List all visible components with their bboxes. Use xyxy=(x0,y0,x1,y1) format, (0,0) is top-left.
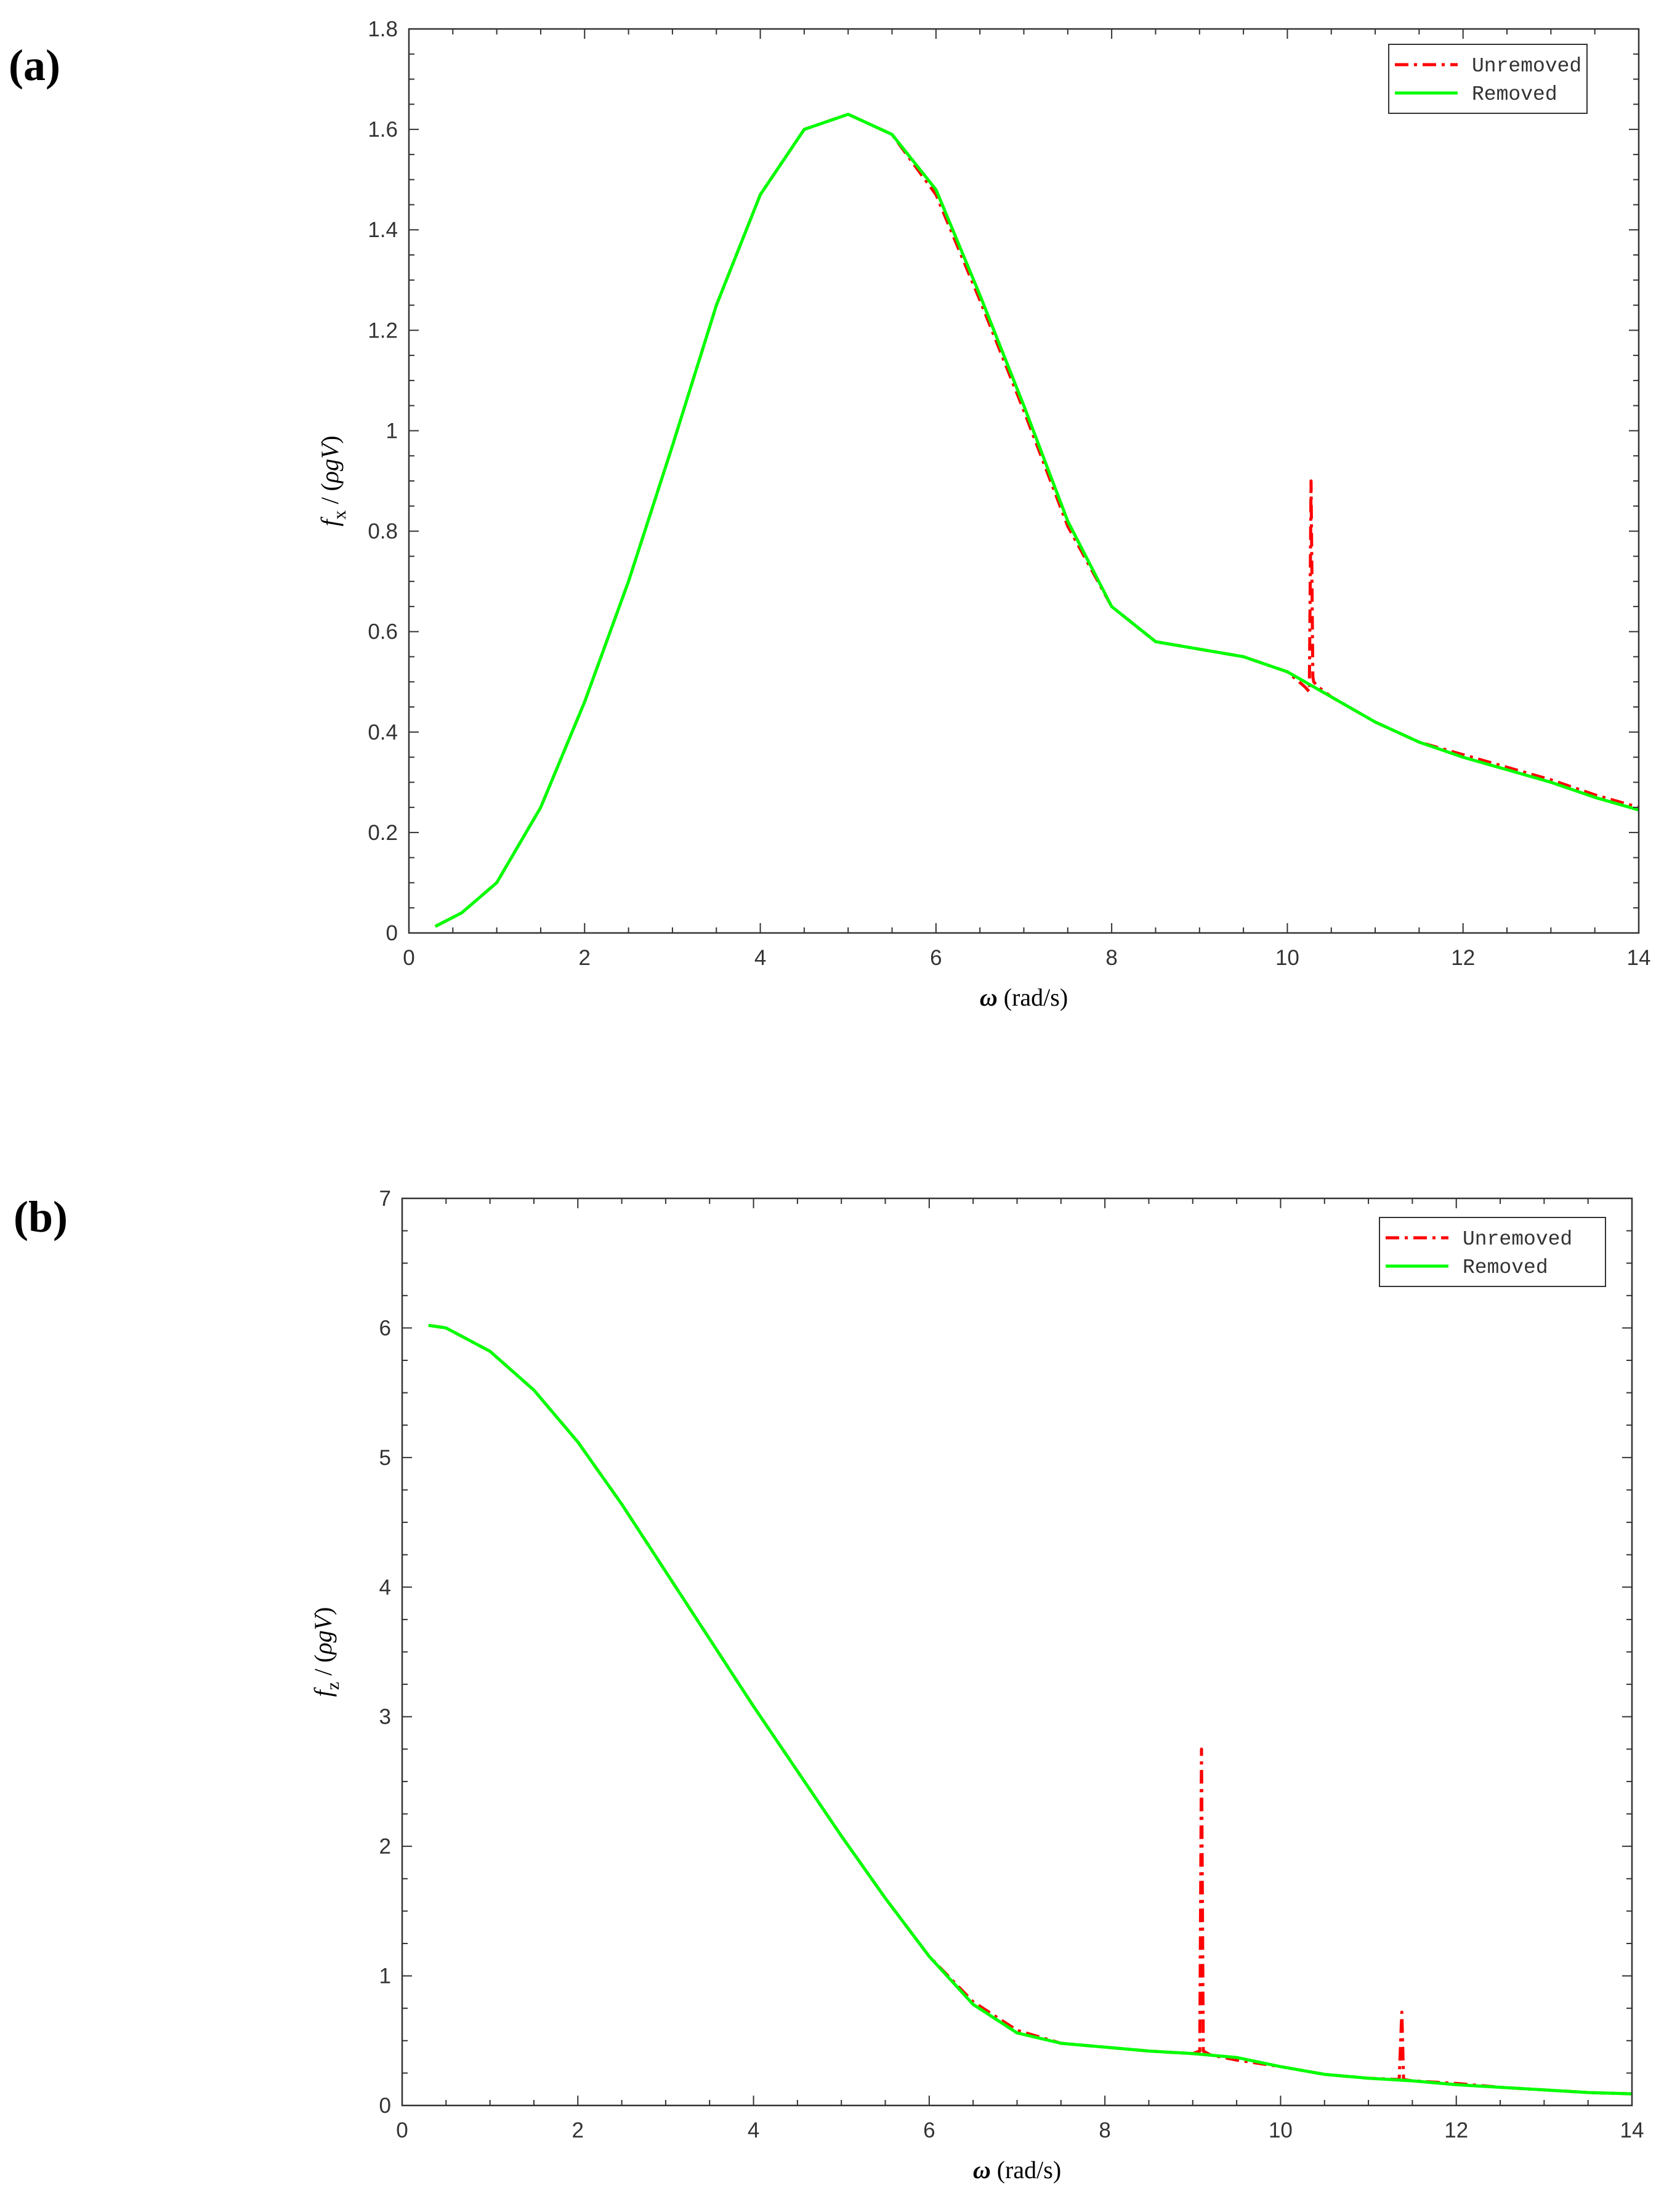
y-tick-label: 1.2 xyxy=(368,318,398,342)
panel-label: (a) xyxy=(9,41,60,90)
legend-label-removed: Removed xyxy=(1472,83,1557,106)
y-axis-rho: ρ xyxy=(316,471,344,484)
y-tick-label: 7 xyxy=(379,1187,391,1211)
x-tick-label: 8 xyxy=(1105,946,1117,970)
x-tick-label: 12 xyxy=(1444,2118,1468,2142)
x-axis-units: (rad/s) xyxy=(998,983,1068,1011)
x-axis-symbol: ω xyxy=(973,2156,991,2184)
series-line-unremoved xyxy=(428,1323,1632,2096)
y-tick-label: 3 xyxy=(379,1705,391,1729)
x-axis-title: ω (rad/s) xyxy=(973,2156,1061,2184)
legend: Unremoved Removed xyxy=(1379,1217,1606,1287)
x-tick-label: 14 xyxy=(1620,2118,1644,2142)
panel-label: (b) xyxy=(14,1192,68,1241)
x-tick-label: 10 xyxy=(1275,946,1299,970)
y-axis-gv: gV xyxy=(309,1612,337,1642)
x-tick-label: 8 xyxy=(1099,2118,1110,2142)
legend-label-removed: Removed xyxy=(1463,1256,1548,1279)
y-tick-label: 1 xyxy=(379,1964,391,1988)
x-tick-label: 4 xyxy=(748,2118,759,2142)
x-tick-label: 4 xyxy=(754,946,766,970)
legend-box xyxy=(1379,1217,1606,1287)
x-tick-label: 6 xyxy=(930,946,942,970)
y-tick-label: 1 xyxy=(386,419,398,443)
x-tick-label: 0 xyxy=(403,946,414,970)
x-tick-label: 2 xyxy=(572,2118,584,2142)
x-axis-units: (rad/s) xyxy=(991,2156,1061,2184)
y-tick-label: 1.6 xyxy=(368,118,398,142)
x-tick-label: 6 xyxy=(923,2118,935,2142)
y-axis-divider: / ( xyxy=(309,1655,337,1682)
y-tick-label: 6 xyxy=(379,1316,391,1340)
plot-frame xyxy=(408,28,1640,934)
y-axis-title: fx / (ρgV) xyxy=(316,435,350,527)
y-tick-label: 0.2 xyxy=(368,821,398,845)
y-tick-label: 2 xyxy=(379,1835,391,1859)
y-tick-label: 0 xyxy=(379,2094,391,2118)
chart-panel-a: (a) 0 2 4 6 8 10 12 14 0 0.2 0.4 0.6 0.8 1 1.2 1.4 1.6 1.8… xyxy=(9,17,1650,1011)
y-tick-label: 0.6 xyxy=(368,620,398,644)
y-tick-label: 1.4 xyxy=(368,218,398,242)
legend-box xyxy=(1388,44,1588,114)
legend-label-unremoved: Unremoved xyxy=(1463,1228,1572,1251)
x-tick-label: 12 xyxy=(1451,946,1475,970)
y-tick-label: 1.8 xyxy=(368,17,398,41)
y-tick-label: 0.4 xyxy=(368,721,398,745)
y-axis-title: fz / (ρgV) xyxy=(309,1607,343,1697)
y-axis-divider: / ( xyxy=(316,483,344,510)
x-tick-label: 2 xyxy=(579,946,591,970)
plot-frame xyxy=(401,1197,1633,2107)
y-axis-rho: ρ xyxy=(309,1642,337,1655)
y-tick-label: 5 xyxy=(379,1446,391,1470)
y-axis-subscript: x xyxy=(329,511,350,520)
x-axis-title: ω (rad/s) xyxy=(980,983,1068,1011)
legend-label-unremoved: Unremoved xyxy=(1472,55,1581,78)
y-axis-close: ) xyxy=(309,1607,337,1615)
y-tick-label: 0.8 xyxy=(368,520,398,544)
legend: Unremoved Removed xyxy=(1388,44,1588,114)
series-line-removed xyxy=(428,1323,1632,2096)
y-axis-close: ) xyxy=(316,435,344,443)
y-axis-subscript: z xyxy=(323,1682,343,1690)
y-tick-label: 0 xyxy=(386,921,398,945)
series-line-removed xyxy=(434,113,1639,928)
y-tick-label: 4 xyxy=(379,1575,391,1599)
series-line-unremoved xyxy=(434,113,1639,928)
x-tick-label: 14 xyxy=(1627,946,1651,970)
x-tick-label: 0 xyxy=(396,2118,408,2142)
y-axis-gv: gV xyxy=(316,441,344,471)
x-tick-label: 10 xyxy=(1269,2118,1293,2142)
x-axis-symbol: ω xyxy=(980,983,998,1011)
